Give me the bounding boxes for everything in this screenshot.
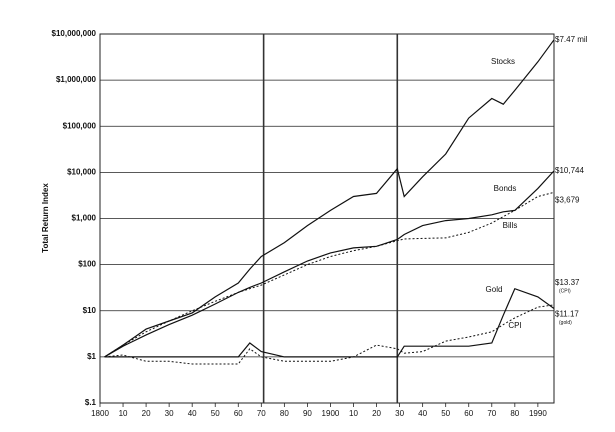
x-tick-label: 60 bbox=[234, 409, 243, 418]
x-tick-label: 20 bbox=[142, 409, 151, 418]
y-tick-label: $1 bbox=[87, 352, 96, 361]
x-tick-label: 20 bbox=[372, 409, 381, 418]
x-tick-label: 90 bbox=[303, 409, 312, 418]
value-label: $13.37 bbox=[555, 278, 580, 287]
x-tick-label: 50 bbox=[211, 409, 220, 418]
series-line bbox=[104, 287, 555, 358]
x-tick-label: 1900 bbox=[322, 409, 340, 418]
value-label: $10,744 bbox=[555, 166, 584, 175]
value-label: $3,679 bbox=[555, 196, 580, 205]
value-label: $11.17 bbox=[555, 310, 579, 319]
series-name: Stocks bbox=[491, 57, 515, 66]
x-tick-label: 50 bbox=[441, 409, 450, 418]
y-axis-label: Total Return Index bbox=[41, 183, 50, 253]
x-tick-label: 70 bbox=[257, 409, 266, 418]
x-tick-label: 1990 bbox=[529, 409, 547, 418]
series-name: Gold bbox=[486, 285, 503, 294]
y-tick-label: $100 bbox=[78, 260, 96, 269]
series-name: CPI bbox=[508, 321, 521, 330]
series-name: Bills bbox=[503, 221, 518, 230]
x-tick-label: 60 bbox=[464, 409, 473, 418]
x-tick-label: 40 bbox=[418, 409, 427, 418]
value-label: $7.47 mil bbox=[555, 35, 588, 44]
series-line bbox=[104, 170, 555, 358]
y-tick-label: $10,000 bbox=[67, 167, 96, 176]
series-note: (gold) bbox=[559, 320, 572, 326]
series-note: (CPI) bbox=[559, 288, 571, 294]
y-tick-label: $10,000,000 bbox=[52, 29, 97, 38]
series-line bbox=[104, 191, 555, 358]
y-tick-label: $100,000 bbox=[63, 121, 97, 130]
x-tick-label: 70 bbox=[487, 409, 496, 418]
x-tick-label: 30 bbox=[395, 409, 404, 418]
series-name: Bonds bbox=[494, 184, 517, 193]
x-tick-label: 80 bbox=[280, 409, 289, 418]
x-tick-label: 80 bbox=[510, 409, 519, 418]
x-tick-label: 10 bbox=[349, 409, 358, 418]
y-tick-label: $1,000,000 bbox=[56, 75, 97, 84]
x-tick-label: 30 bbox=[165, 409, 174, 418]
series-line bbox=[104, 39, 555, 358]
series-line bbox=[104, 304, 555, 365]
y-tick-label: $10 bbox=[83, 306, 97, 315]
y-tick-label: $.1 bbox=[85, 398, 97, 407]
y-tick-label: $1,000 bbox=[72, 214, 97, 223]
x-tick-label: 40 bbox=[188, 409, 197, 418]
x-tick-label: 10 bbox=[119, 409, 128, 418]
x-tick-label: 1800 bbox=[91, 409, 109, 418]
